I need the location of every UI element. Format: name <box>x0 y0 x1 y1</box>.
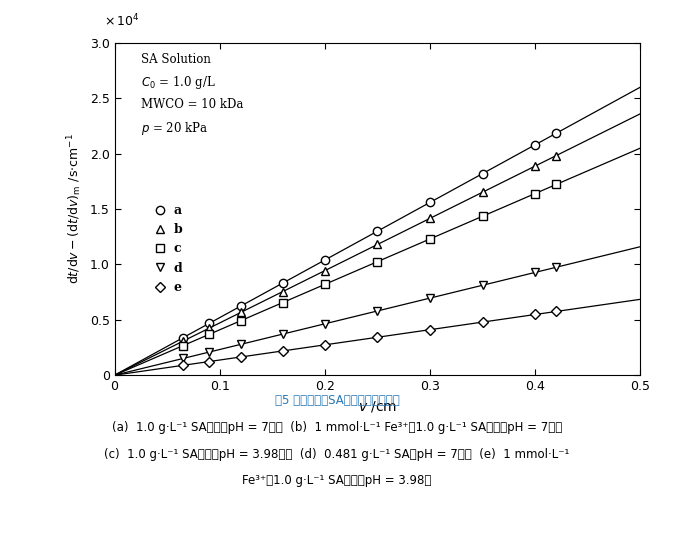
Text: (a)  1.0 g·L⁻¹ SA溶液（pH = 7）；  (b)  1 mmol·L⁻¹ Fe³⁺时1.0 g·L⁻¹ SA溶液（pH = 7）；: (a) 1.0 g·L⁻¹ SA溶液（pH = 7）； (b) 1 mmol·L… <box>112 421 562 434</box>
Y-axis label: $\mathrm{d}t/\mathrm{d}v - (\mathrm{d}t/\mathrm{d}v)_\mathrm{m}$ /s$\cdot$cm$^{-: $\mathrm{d}t/\mathrm{d}v - (\mathrm{d}t/… <box>65 133 84 285</box>
Text: 图5 典型条件下SA溶液的超滤行为。: 图5 典型条件下SA溶液的超滤行为。 <box>274 394 400 407</box>
Text: SA Solution
$C_0$ = 1.0 g/L
MWCO = 10 kDa
$p$ = 20 kPa: SA Solution $C_0$ = 1.0 g/L MWCO = 10 kD… <box>141 53 243 137</box>
Text: $\times\,10^4$: $\times\,10^4$ <box>104 13 140 29</box>
Legend: a, b, c, d, e: a, b, c, d, e <box>147 199 187 299</box>
Text: Fe³⁺时1.0 g·L⁻¹ SA溶液（pH = 3.98）: Fe³⁺时1.0 g·L⁻¹ SA溶液（pH = 3.98） <box>243 474 431 487</box>
X-axis label: $v$ /cm: $v$ /cm <box>358 399 397 414</box>
Text: (c)  1.0 g·L⁻¹ SA溶液（pH = 3.98）；  (d)  0.481 g·L⁻¹ SA（pH = 7）；  (e)  1 mmol·L⁻¹: (c) 1.0 g·L⁻¹ SA溶液（pH = 3.98）； (d) 0.481… <box>104 448 570 460</box>
